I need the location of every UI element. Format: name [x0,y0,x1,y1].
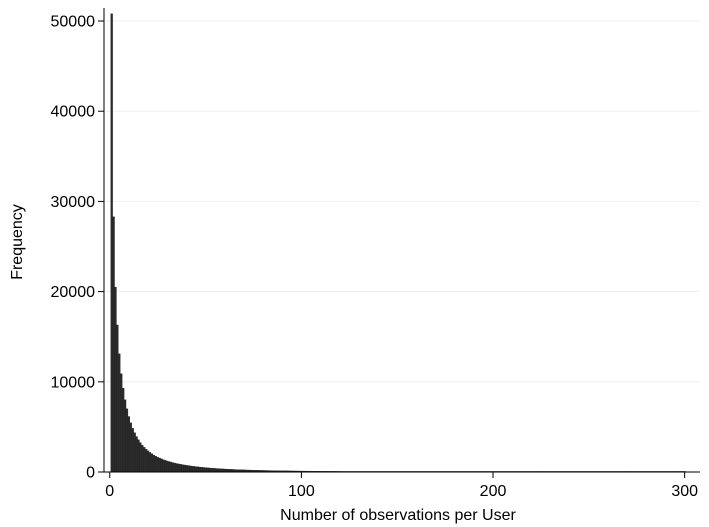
histogram-bar [158,457,161,473]
y-tick-label: 10000 [51,374,96,391]
x-axis-ticks: 0 100 200 300 [105,472,698,500]
histogram-bars [110,13,686,473]
gridlines [105,20,700,383]
y-tick-label: 30000 [51,194,96,211]
histogram-bar [200,467,203,473]
histogram-bar [123,399,127,473]
histogram-bar [141,444,144,473]
histogram-bar [112,216,115,473]
histogram-bar [192,466,196,473]
y-tick-label: 50000 [51,14,96,31]
histogram-bar [133,432,136,473]
histogram-bar [148,452,152,473]
histogram-bar [214,468,217,473]
histogram-bar [166,460,169,473]
histogram-bar [122,387,125,473]
histogram-bar [208,467,211,473]
histogram-bar [185,465,188,473]
histogram-bar [114,286,117,473]
x-tick-label: 200 [480,483,507,500]
histogram-bar [120,373,123,473]
x-tick-label: 100 [288,483,315,500]
histogram-bar [145,449,148,473]
y-axis-ticks: 0 10000 20000 30000 40000 50000 [51,14,104,482]
histogram-bar [127,416,131,473]
histogram-bar [202,467,205,473]
histogram-bar [181,464,184,473]
histogram-bar [162,459,165,473]
histogram-bar [118,353,121,473]
histogram-bar [171,462,175,473]
histogram-bar [143,447,146,473]
histogram-bar [154,455,157,473]
histogram-bar [135,436,138,473]
histogram-bar [160,458,163,473]
histogram-bar [204,467,207,473]
y-tick-label: 40000 [51,104,96,121]
histogram-bar [129,422,132,473]
histogram-bar [168,461,171,473]
histogram-bar [196,466,200,473]
histogram-bar [198,466,201,473]
histogram-bar [156,456,159,473]
histogram-bar [191,465,194,473]
x-tick-label: 0 [105,483,114,500]
histogram-bar [212,468,215,473]
x-axis-title: Number of observations per User [280,507,516,524]
histogram-bar [152,454,155,473]
histogram-bar [210,467,213,473]
x-tick-label: 300 [671,483,698,500]
histogram-bar [217,468,221,473]
histogram-bar [139,442,142,473]
y-tick-label: 0 [86,465,95,482]
histogram-bar [116,324,119,473]
histogram-bar [177,463,180,473]
histogram-bar [179,464,182,473]
histogram-bar [183,464,186,473]
histogram-bar [187,465,190,473]
histogram-bar [194,466,198,473]
histogram-bar [206,467,209,473]
histogram-bar [137,439,140,473]
y-tick-label: 20000 [51,284,96,301]
histogram-bar [175,463,178,473]
histogram-bar [146,450,150,473]
histogram-bar [164,460,167,473]
histogram-bar [169,461,173,473]
histogram-bar [189,465,192,473]
histogram-bar [125,408,129,473]
histogram-bar [173,462,177,473]
histogram-bar [150,453,154,473]
histogram-bar [110,13,113,473]
y-axis-title: Frequency [9,204,26,280]
histogram-bar [131,428,134,473]
histogram-bar [215,468,219,473]
